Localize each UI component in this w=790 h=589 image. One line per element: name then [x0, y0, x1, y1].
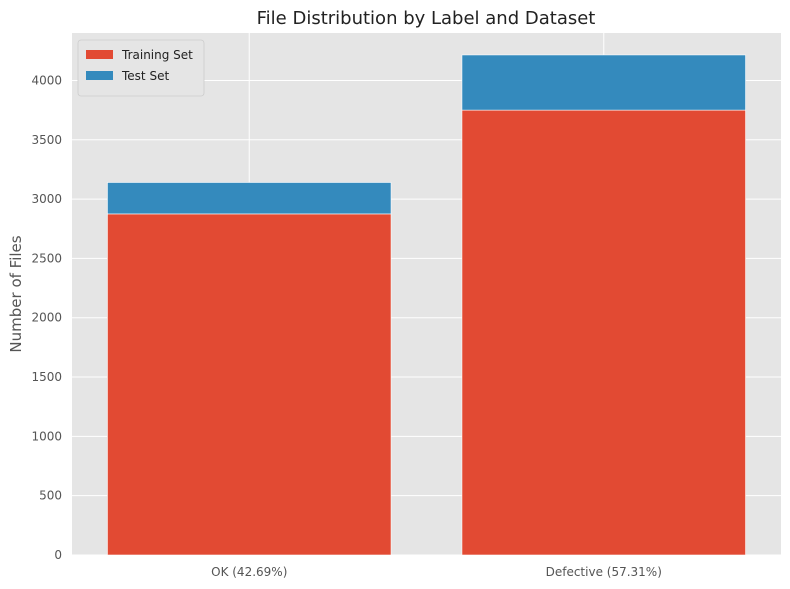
- legend-swatch: [86, 50, 113, 59]
- y-tick-label: 3000: [31, 192, 62, 206]
- chart-title: File Distribution by Label and Dataset: [257, 8, 596, 29]
- y-tick-label: 2000: [31, 311, 62, 325]
- y-tick-label: 500: [39, 489, 62, 503]
- y-tick-label: 3500: [31, 133, 62, 147]
- x-tick-label: OK (42.69%): [211, 565, 287, 579]
- y-tick-label: 1500: [31, 370, 62, 384]
- y-axis-label: Number of Files: [7, 235, 25, 352]
- bar-training-set: [461, 109, 746, 556]
- legend-swatch: [86, 71, 113, 80]
- y-tick-label: 1000: [31, 429, 62, 443]
- y-axis-ticks: 0 500 1000 1500 2000 2500 3000 3500 4000: [31, 73, 62, 562]
- y-tick-label: 0: [54, 548, 62, 562]
- legend-entry: Test Set: [121, 69, 169, 83]
- legend-entry: Training Set: [121, 48, 193, 62]
- y-tick-label: 4000: [31, 73, 62, 87]
- bar-training-set: [107, 213, 392, 556]
- x-axis-ticks: OK (42.69%) Defective (57.31%): [211, 565, 662, 579]
- legend: Training Set Test Set: [77, 39, 205, 97]
- bars: [107, 54, 746, 556]
- y-tick-label: 2500: [31, 251, 62, 265]
- x-tick-label: Defective (57.31%): [546, 565, 662, 579]
- bar-test-set: [461, 54, 746, 111]
- bar-test-set: [107, 182, 392, 215]
